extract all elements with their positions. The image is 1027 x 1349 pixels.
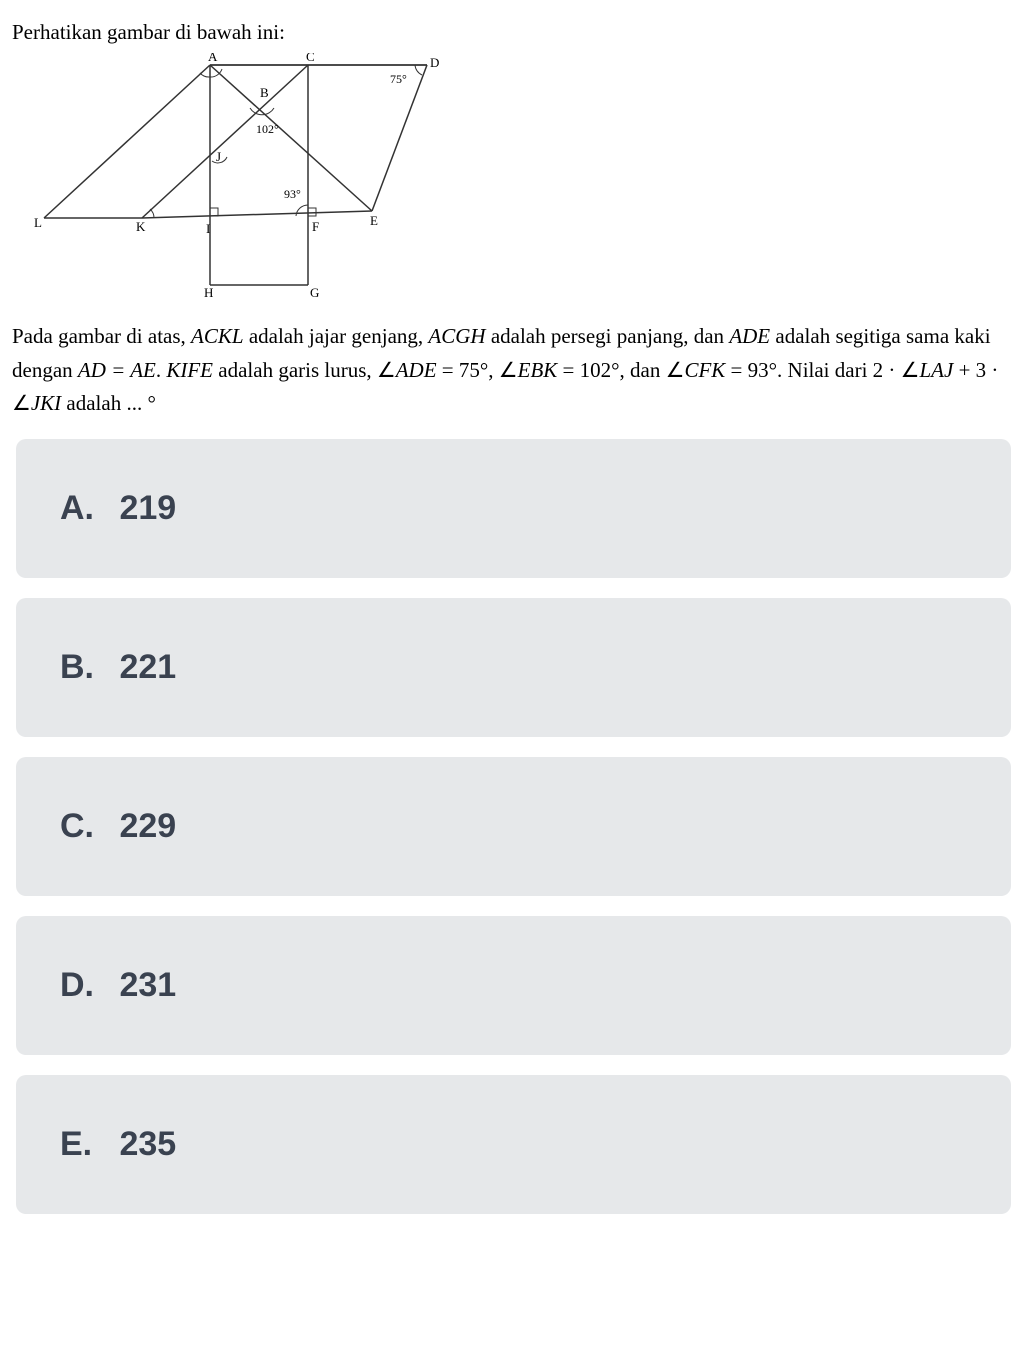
answer-value-e: 235 bbox=[119, 1125, 176, 1163]
question-intro: Perhatikan gambar di bawah ini: bbox=[12, 20, 1015, 45]
svg-text:J: J bbox=[216, 149, 221, 164]
jki: JKI bbox=[31, 391, 61, 415]
answer-value-c: 229 bbox=[119, 807, 176, 845]
eq93: = 93°. Nilai dari 2 · ∠ bbox=[725, 358, 919, 382]
diagram-svg: A C D B J L K I F E H G 75° 102° 93° bbox=[12, 53, 452, 303]
answer-label-b: B. bbox=[60, 648, 110, 687]
answer-option-a[interactable]: A. 219 bbox=[16, 439, 1011, 578]
ade2: ADE bbox=[396, 358, 437, 382]
answer-option-e[interactable]: E. 235 bbox=[16, 1075, 1011, 1214]
answer-option-c[interactable]: C. 229 bbox=[16, 757, 1011, 896]
answer-label-d: D. bbox=[60, 966, 110, 1005]
acgh: ACGH bbox=[428, 324, 485, 348]
svg-text:C: C bbox=[306, 53, 315, 64]
svg-text:I: I bbox=[206, 221, 210, 236]
answer-value-a: 219 bbox=[119, 489, 176, 527]
svg-text:93°: 93° bbox=[284, 187, 301, 201]
kife: KIFE bbox=[166, 358, 213, 382]
svg-text:L: L bbox=[34, 215, 42, 230]
laj: LAJ bbox=[919, 358, 953, 382]
svg-text:102°: 102° bbox=[256, 122, 279, 136]
svg-text:H: H bbox=[204, 285, 213, 300]
body-text-2: adalah jajar genjang, bbox=[244, 324, 429, 348]
answers-container: A. 219 B. 221 C. 229 D. 231 E. 235 bbox=[12, 439, 1015, 1214]
svg-text:G: G bbox=[310, 285, 319, 300]
answer-label-e: E. bbox=[60, 1125, 110, 1164]
body-text-5: . bbox=[156, 358, 167, 382]
svg-text:A: A bbox=[208, 53, 218, 64]
cfk: CFK bbox=[684, 358, 725, 382]
eq75: = 75°, ∠ bbox=[437, 358, 518, 382]
svg-text:D: D bbox=[430, 55, 439, 70]
eq102: = 102°, dan ∠ bbox=[557, 358, 684, 382]
question-body: Pada gambar di atas, ACKL adalah jajar g… bbox=[12, 320, 1015, 421]
answer-value-d: 231 bbox=[119, 966, 176, 1004]
ebk: EBK bbox=[518, 358, 558, 382]
geometry-diagram: A C D B J L K I F E H G 75° 102° 93° bbox=[12, 53, 1015, 308]
svg-text:F: F bbox=[312, 219, 319, 234]
ade: ADE bbox=[729, 324, 770, 348]
answer-label-a: A. bbox=[60, 489, 110, 528]
body-text-3: adalah persegi panjang, dan bbox=[486, 324, 730, 348]
answer-option-b[interactable]: B. 221 bbox=[16, 598, 1011, 737]
svg-text:E: E bbox=[370, 213, 378, 228]
body-text-6: adalah garis lurus, ∠ bbox=[213, 358, 396, 382]
body-text-1: Pada gambar di atas, bbox=[12, 324, 191, 348]
answer-value-b: 221 bbox=[119, 648, 176, 686]
svg-text:K: K bbox=[136, 219, 146, 234]
svg-text:75°: 75° bbox=[390, 72, 407, 86]
ending: adalah ... ° bbox=[61, 391, 156, 415]
svg-text:B: B bbox=[260, 85, 269, 100]
ad-ae: AD = AE bbox=[78, 358, 156, 382]
answer-label-c: C. bbox=[60, 807, 110, 846]
answer-option-d[interactable]: D. 231 bbox=[16, 916, 1011, 1055]
ackl: ACKL bbox=[191, 324, 244, 348]
